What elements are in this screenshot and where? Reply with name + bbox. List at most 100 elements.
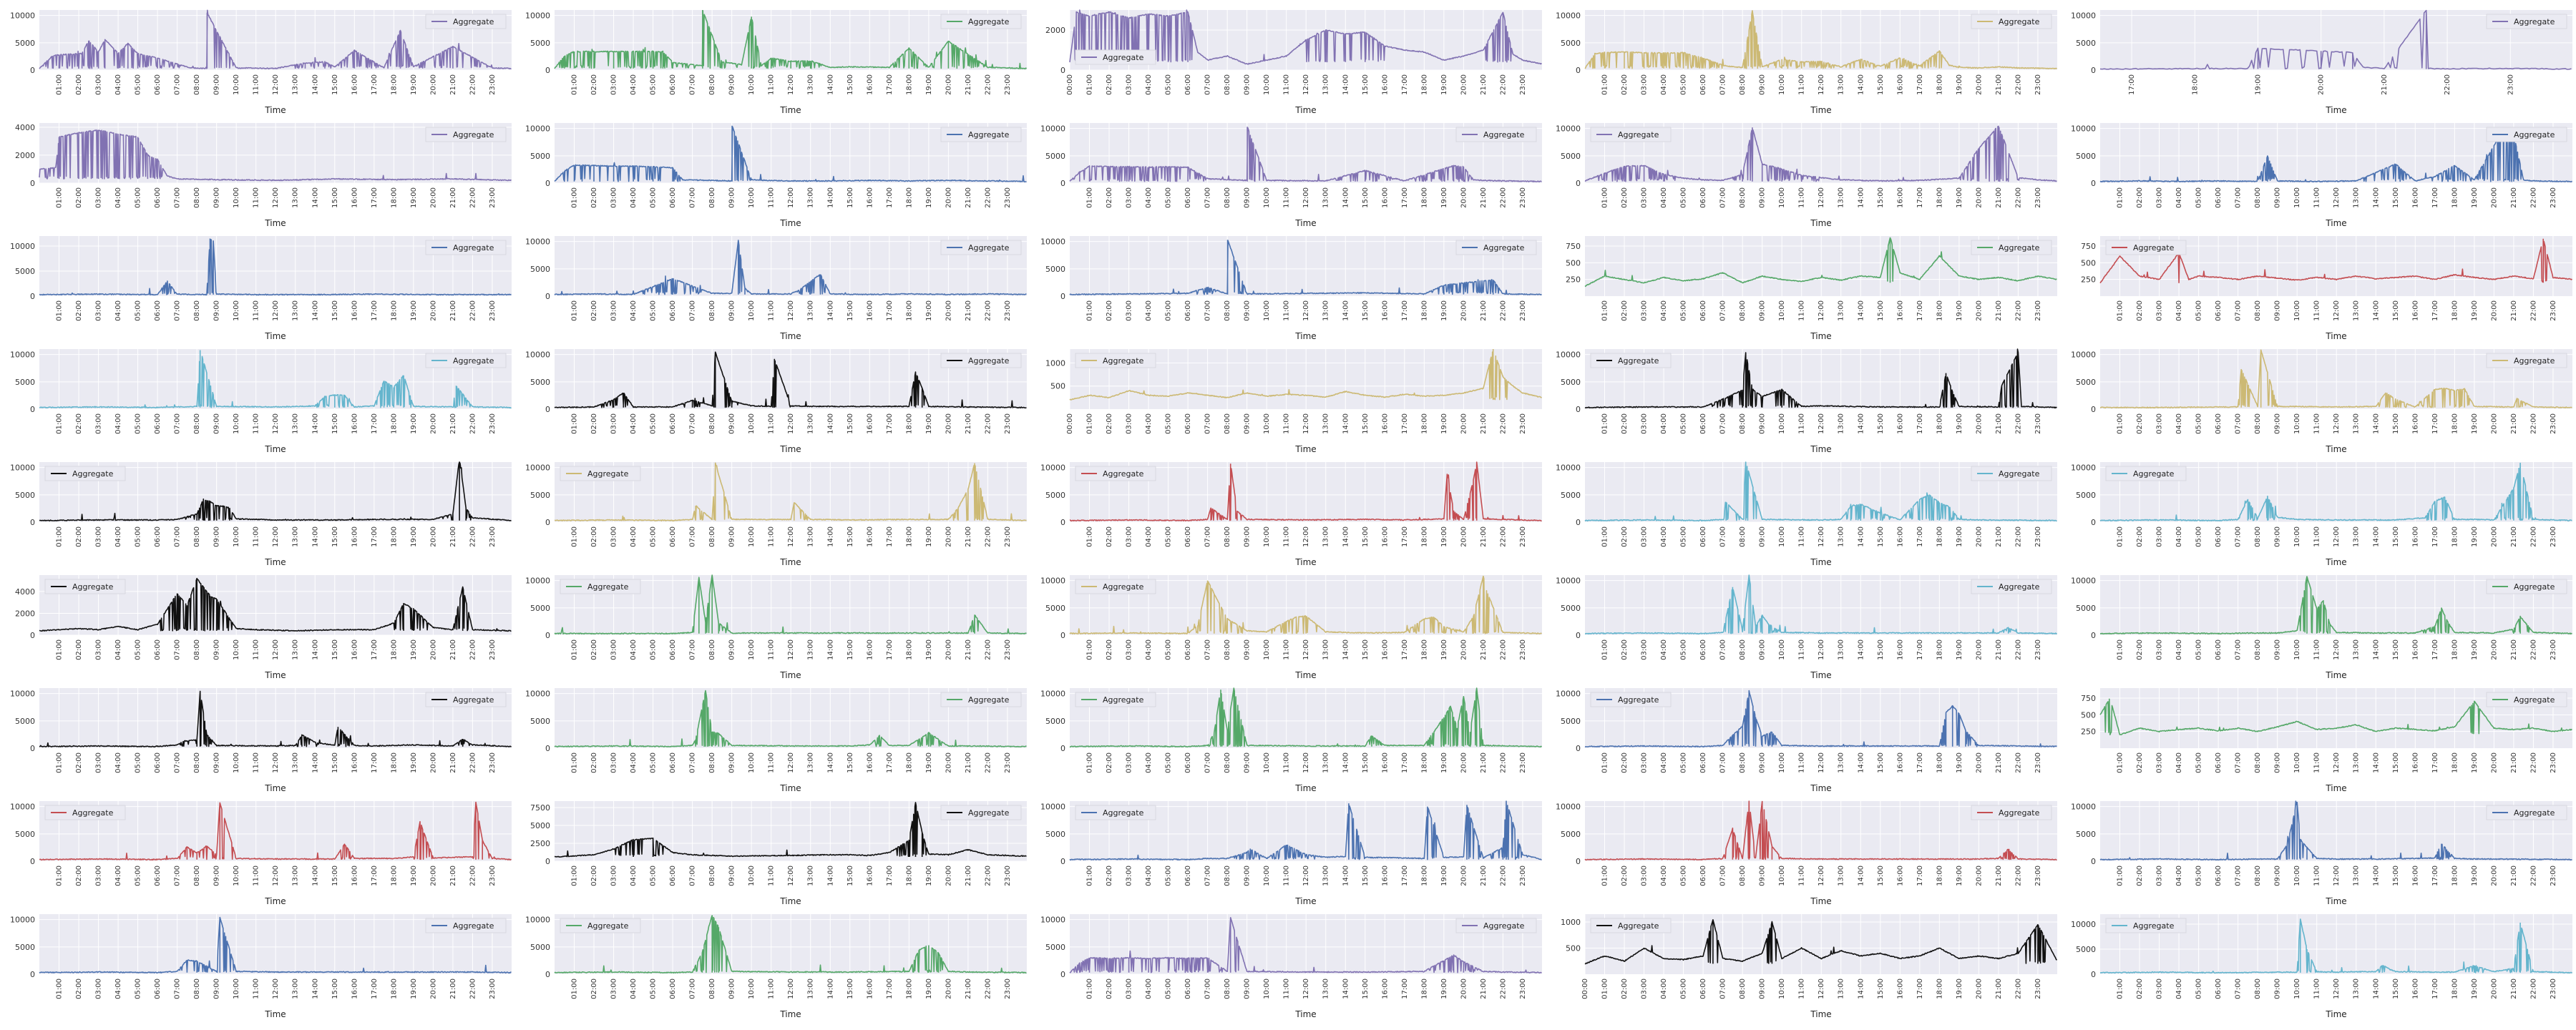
legend-label: Aggregate xyxy=(968,695,1010,705)
x-tick-label: 22:00 xyxy=(1499,526,1507,547)
x-tick-label: 15:00 xyxy=(1362,639,1370,660)
series-line-aggregate xyxy=(2099,800,2572,861)
x-tick-label: 01:00 xyxy=(56,74,64,95)
x-tick-label: 02:00 xyxy=(1106,300,1113,321)
x-tick-label: 10:00 xyxy=(1778,413,1786,434)
x-tick-label: 11:00 xyxy=(253,413,260,434)
x-tick-label: 11:00 xyxy=(768,978,776,999)
x-tick-label: 07:00 xyxy=(1204,187,1212,208)
subplot-r3c4: 250 500 750 01:00 02:00 03:00 04:00 05:00 06:00 0… xyxy=(1566,236,2057,341)
x-tick-label: 19:00 xyxy=(1440,752,1448,773)
x-tick-label: 10:00 xyxy=(748,526,756,547)
x-tick-label: 14:00 xyxy=(1342,187,1350,208)
series-line-aggregate xyxy=(1584,10,2058,69)
x-tick-label: 23:00 xyxy=(2034,752,2042,773)
x-tick-label: 05:00 xyxy=(650,413,658,434)
x-tick-label: 16:00 xyxy=(1896,978,1904,999)
x-tick-label: 08:00 xyxy=(2254,752,2262,773)
x-tick-label: 23:00 xyxy=(2507,74,2514,95)
x-tick-label: 20:00 xyxy=(429,865,437,886)
x-axis-label: Time xyxy=(2325,105,2346,115)
x-tick-label: 05:00 xyxy=(135,74,142,95)
x-tick-label: 17:00 xyxy=(1401,865,1409,886)
x-tick-label: 13:00 xyxy=(807,639,815,660)
x-tick-label: 17:00 xyxy=(2431,526,2439,547)
x-tick-label: 07:00 xyxy=(689,865,697,886)
series-line-aggregate xyxy=(1585,574,2058,635)
y-tick-label: 250 xyxy=(1566,275,1581,285)
x-tick-label: 20:00 xyxy=(945,300,952,321)
x-tick-label: 17:00 xyxy=(371,413,379,434)
x-tick-label: 17:00 xyxy=(886,300,894,321)
x-tick-label: 05:00 xyxy=(1165,526,1173,547)
x-tick-label: 07:00 xyxy=(1719,526,1727,547)
legend: Aggregate xyxy=(940,353,1022,368)
x-tick-label: 16:00 xyxy=(1381,187,1389,208)
x-tick-label: 16:00 xyxy=(2411,865,2419,886)
x-tick-label: 15:00 xyxy=(1362,300,1370,321)
x-axis-label: Time xyxy=(2325,444,2346,454)
y-tick-label: 0 xyxy=(545,179,550,188)
x-tick-label: 14:00 xyxy=(2372,639,2380,660)
y-tick-label: 0 xyxy=(2091,857,2096,866)
x-tick-label: 20:00 xyxy=(2490,413,2498,434)
x-tick-label: 09:00 xyxy=(213,187,221,208)
x-tick-label: 01:00 xyxy=(2117,752,2124,773)
x-tick-label: 05:00 xyxy=(2195,526,2203,547)
legend-box xyxy=(44,579,126,594)
x-tick-label: 03:00 xyxy=(95,300,103,321)
series-line-aggregate xyxy=(554,915,1027,974)
x-tick-label: 01:00 xyxy=(56,526,64,547)
x-tick-label: 11:00 xyxy=(1798,74,1806,95)
x-tick-label: 07:00 xyxy=(689,300,697,321)
x-tick-label: 07:00 xyxy=(174,752,182,773)
x-tick-label: 13:00 xyxy=(2353,526,2361,547)
x-tick-label: 21:00 xyxy=(449,978,457,999)
x-tick-label: 03:00 xyxy=(1126,526,1133,547)
x-tick-label: 02:00 xyxy=(1621,413,1629,434)
x-tick-label: 01:00 xyxy=(1086,752,1094,773)
y-tick-label: 5000 xyxy=(15,491,35,500)
x-tick-label: 15:00 xyxy=(847,865,854,886)
x-tick-label: 23:00 xyxy=(489,300,497,321)
legend-label: Aggregate xyxy=(2514,130,2555,139)
y-tick-label: 500 xyxy=(1566,258,1581,268)
x-tick-label: 20:00 xyxy=(945,187,952,208)
x-tick-label: 06:00 xyxy=(669,300,677,321)
x-tick-label: 13:00 xyxy=(292,752,300,773)
legend: Aggregate xyxy=(2486,353,2567,368)
x-tick-label: 03:00 xyxy=(610,187,618,208)
x-tick-label: 16:00 xyxy=(1896,865,1904,886)
y-tick-label: 0 xyxy=(545,518,550,527)
x-tick-label: 02:00 xyxy=(1106,865,1113,886)
y-tick-label: 5000 xyxy=(15,378,35,387)
x-tick-label: 14:00 xyxy=(2372,865,2380,886)
x-tick-label: 03:00 xyxy=(610,526,618,547)
x-tick-label: 23:00 xyxy=(1519,413,1527,434)
x-tick-label: 20:00 xyxy=(2490,187,2498,208)
x-tick-label: 15:00 xyxy=(1877,413,1885,434)
subplot-r5c4: 0 5000 10000 01:00 02:00 03:00 04:00 05:00 06:00… xyxy=(1556,461,2057,567)
x-tick-label: 02:00 xyxy=(590,639,598,660)
series-line-aggregate xyxy=(554,125,1027,182)
y-tick-label: 0 xyxy=(545,857,550,866)
x-tick-label: 08:00 xyxy=(193,752,201,773)
legend-label: Aggregate xyxy=(72,582,114,592)
x-tick-label: 05:00 xyxy=(135,526,142,547)
x-tick-label: 11:00 xyxy=(1798,639,1806,660)
x-axis-label: Time xyxy=(1294,105,1316,115)
x-tick-label: 12:00 xyxy=(272,187,280,208)
x-tick-label: 09:00 xyxy=(1759,526,1767,547)
x-tick-label: 09:00 xyxy=(2274,978,2282,999)
x-tick-label: 17:00 xyxy=(886,978,894,999)
x-tick-label: 09:00 xyxy=(213,865,221,886)
legend-label: Aggregate xyxy=(587,469,629,479)
y-tick-label: 0 xyxy=(1576,179,1581,188)
x-tick-label: 12:00 xyxy=(2333,187,2341,208)
x-tick-label: 10:00 xyxy=(1778,639,1786,660)
x-tick-label: 17:00 xyxy=(2431,300,2439,321)
x-tick-label: 05:00 xyxy=(1680,865,1688,886)
x-tick-label: 06:00 xyxy=(154,413,162,434)
y-tick-label: 10000 xyxy=(10,242,35,251)
x-tick-label: 03:00 xyxy=(95,639,103,660)
